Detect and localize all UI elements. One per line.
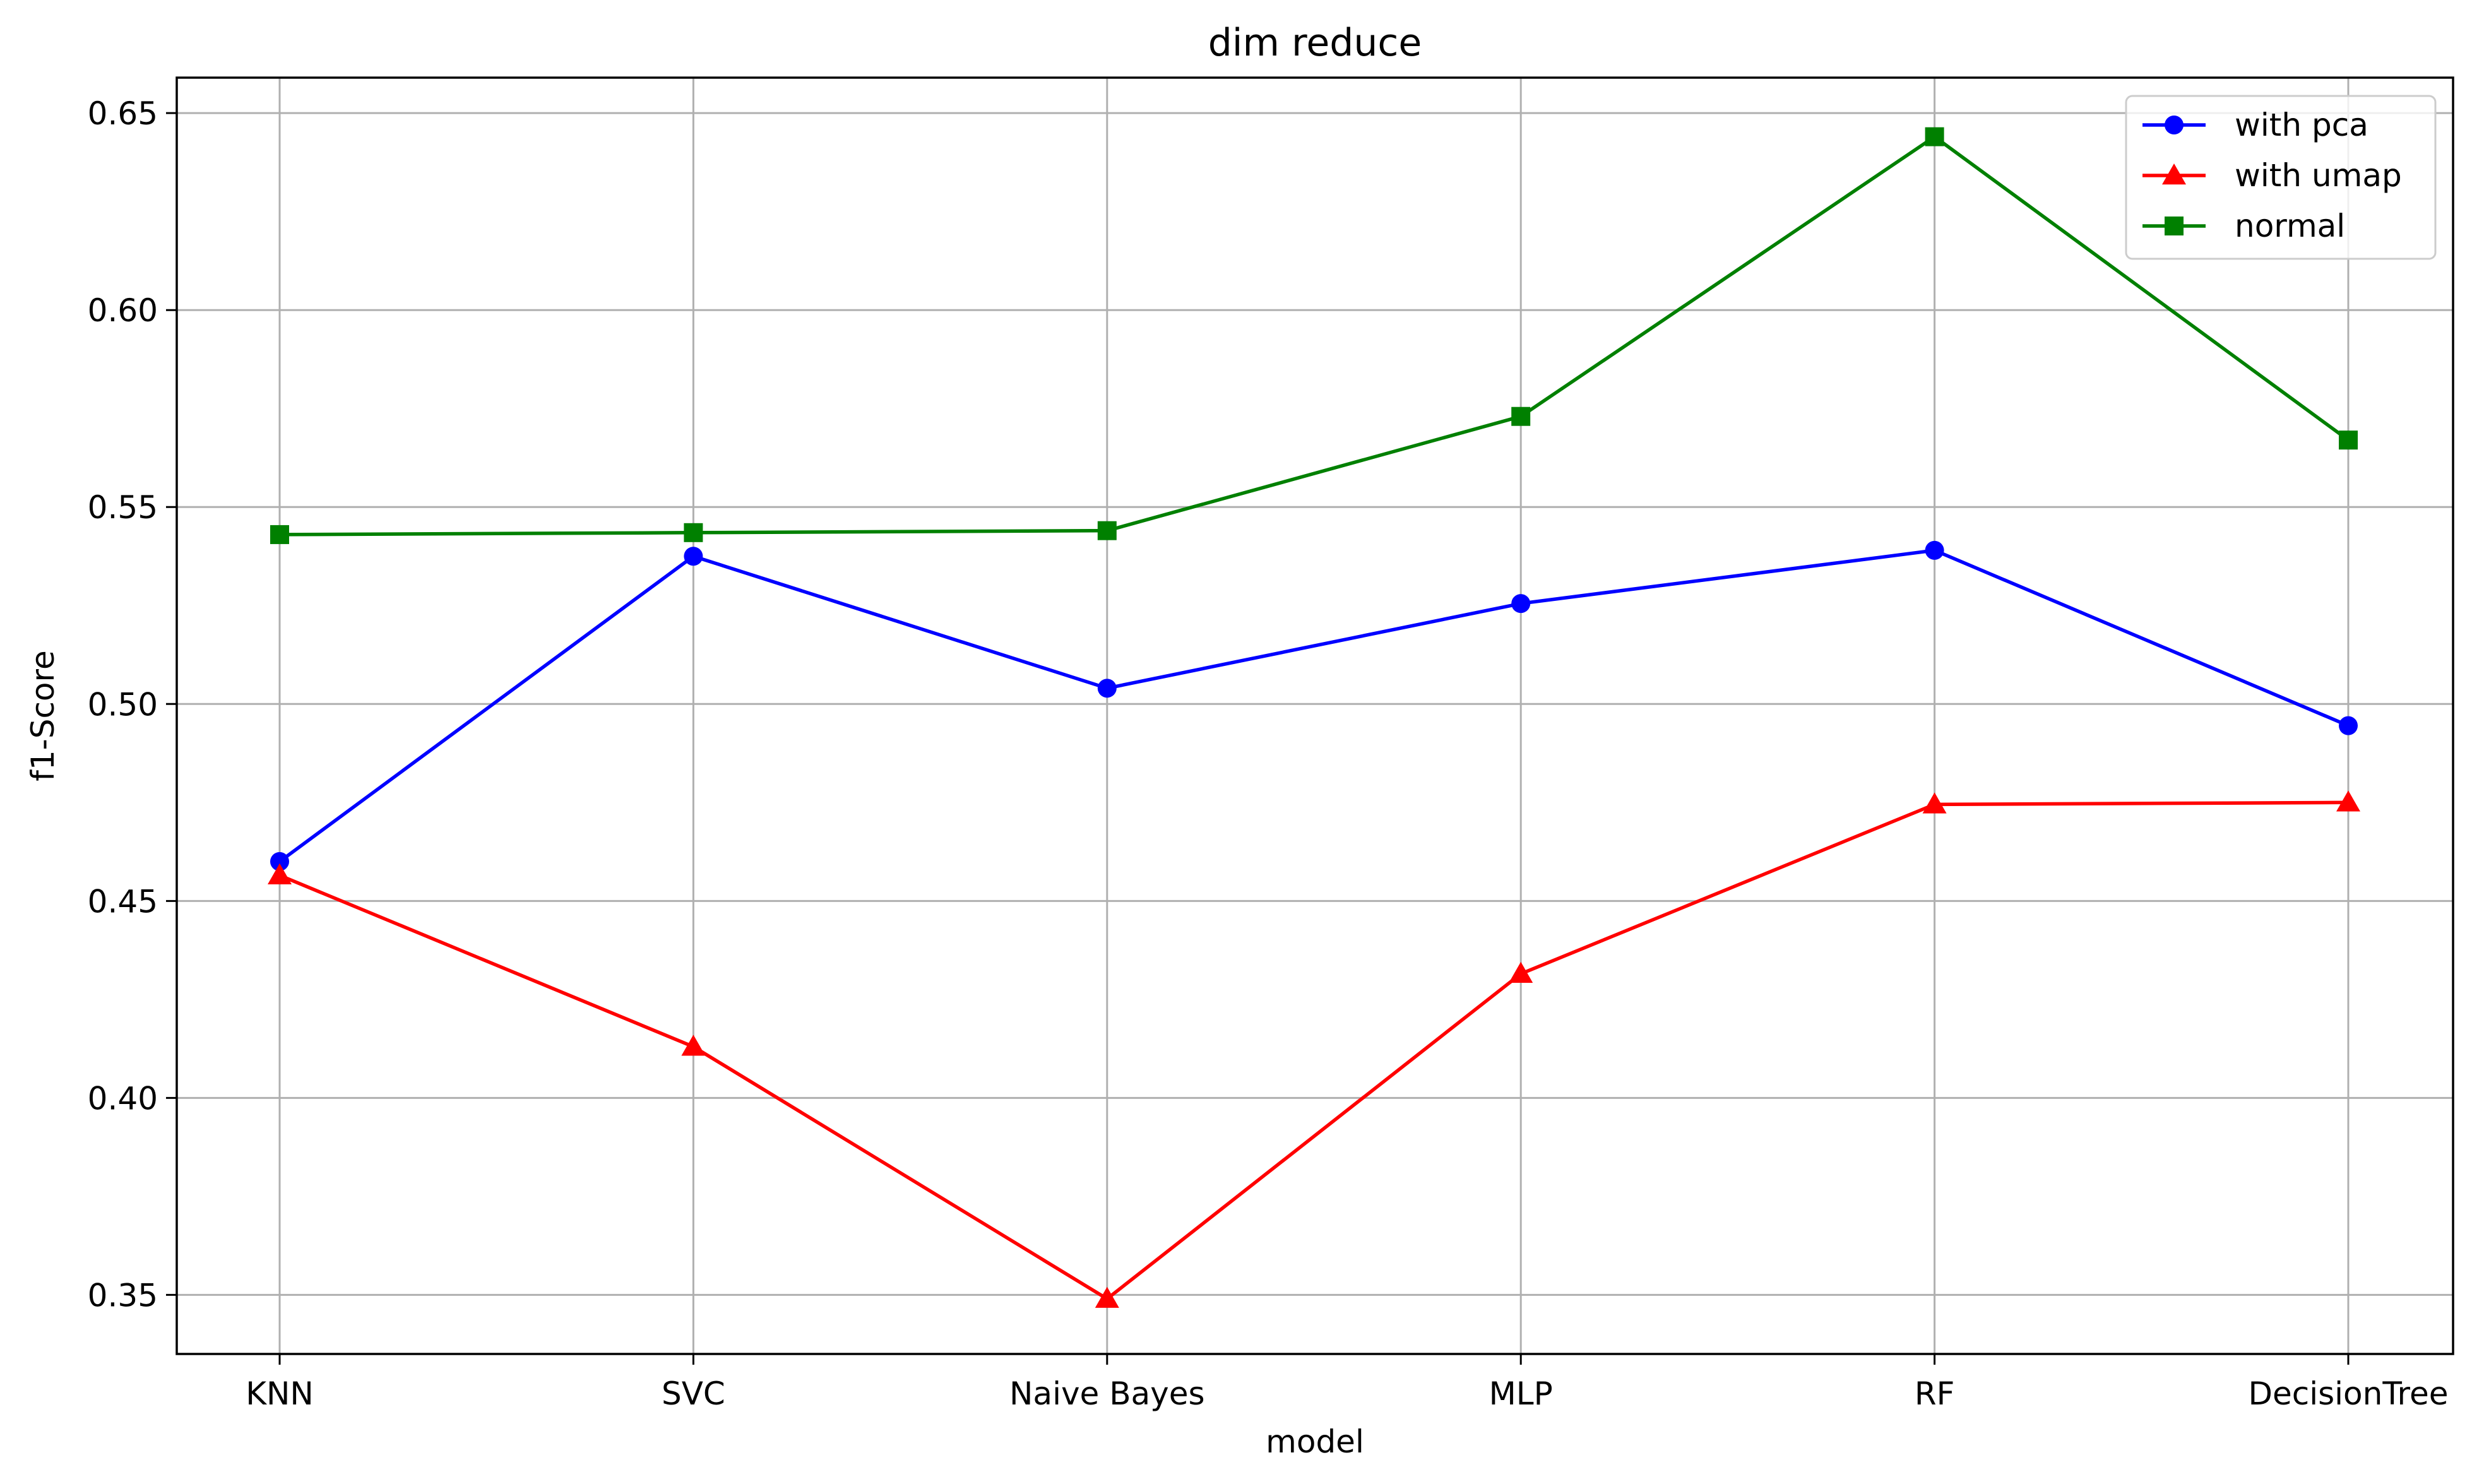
data-point-circle [2339,716,2358,735]
x-axis-label: model [1266,1423,1364,1460]
series-line [279,134,2350,537]
y-tick-label: 0.65 [88,95,158,132]
y-tick-label: 0.35 [88,1277,158,1314]
x-tick-label: DecisionTree [2248,1375,2448,1412]
y-tick-label: 0.40 [88,1080,158,1117]
series-with-pca [270,540,2358,871]
data-point-square [1925,127,1944,146]
x-tick-label: KNN [246,1375,314,1412]
data-point-triangle [1095,1286,1119,1308]
data-point-square [1097,521,1117,540]
x-tick-label: MLP [1489,1375,1553,1412]
y-tick-label: 0.45 [88,883,158,920]
data-point-circle [1925,540,1944,560]
data-point-triangle [1509,961,1533,983]
series-layer [268,127,2360,1308]
legend-entry: normal [2142,208,2345,244]
y-tick-label: 0.55 [88,489,158,526]
tick-layer: KNN SVC Naive Bayes MLP RF DecisionTree 0.35 0.… [88,95,2449,1412]
data-point-triangle [681,1035,706,1056]
legend-entry: with pca [2142,107,2368,143]
data-point-circle [270,852,289,871]
plot-frame [175,76,2454,1355]
x-tick-label: Naive Bayes [1009,1375,1205,1412]
legend-label: with pca [2235,107,2368,143]
legend-entry: with umap [2142,157,2402,194]
legend-frame [2125,95,2437,260]
legend-label: with umap [2235,157,2402,194]
data-point-triangle [2162,163,2186,185]
data-point-square [1511,407,1531,426]
data-point-circle [1097,679,1117,698]
data-point-triangle [268,863,292,884]
chart-title: dim reduce [1208,21,1422,65]
data-point-square [2165,217,2184,235]
data-point-square [684,523,703,542]
x-tick-label: RF [1915,1375,1955,1412]
series-normal [270,127,2358,544]
series-line [278,549,2350,864]
y-tick-label: 0.60 [88,292,158,329]
series-line [278,800,2349,1301]
series-with-umap [268,790,2360,1308]
x-tick-label: SVC [662,1375,725,1412]
y-tick-label: 0.50 [88,686,158,723]
data-point-square [270,525,289,544]
legend-entries: with pca with umap normal [2142,107,2402,244]
legend: with pca with umap normal [2125,95,2437,260]
data-point-circle [2165,116,2184,134]
data-point-square [2339,430,2358,450]
data-point-circle [1511,594,1531,614]
grid-layer [177,78,2453,1354]
data-point-triangle [2336,790,2360,812]
data-point-circle [684,547,703,566]
y-axis-label: f1-Score [25,650,61,781]
data-point-triangle [1922,792,1947,814]
legend-label: normal [2235,208,2345,244]
